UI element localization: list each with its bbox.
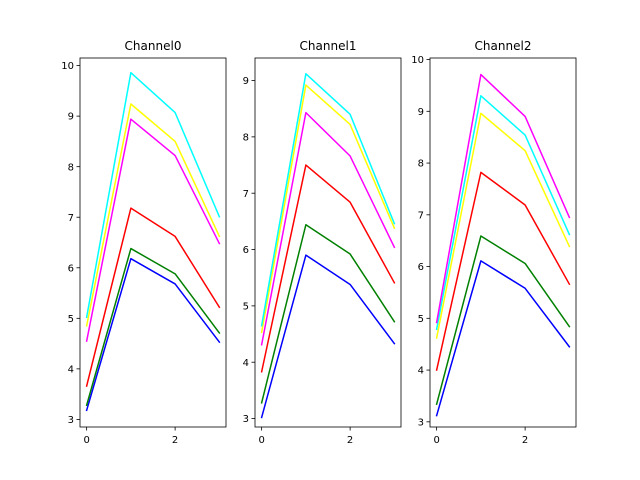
series-line-1-5 [260,73,396,327]
series-line-0-0 [85,257,221,412]
series-line-0-3 [85,118,221,342]
series-line-1-4 [260,84,396,334]
y-tick-label: 4 [418,366,424,377]
axes-frame [429,57,577,428]
y-tick-label: 10 [61,61,74,72]
y-tick-label: 9 [243,76,249,87]
y-tick-label: 4 [243,358,249,369]
y-tick-label: 5 [243,301,249,312]
x-tick-label: 2 [522,435,528,446]
y-tick-label: 9 [68,112,74,123]
x-tick-label: 0 [83,435,89,446]
y-tick-label: 6 [418,262,424,273]
y-tick-label: 7 [418,210,424,221]
y-tick-label: 3 [418,417,424,428]
y-tick-label: 9 [418,107,424,118]
series-line-1-2 [260,164,396,373]
series-line-2-4 [435,95,571,331]
x-tick-label: 2 [347,435,353,446]
series-line-0-1 [85,247,221,407]
series-line-2-0 [435,260,571,417]
y-tick-label: 7 [243,189,249,200]
series-line-2-5 [435,73,571,324]
series-line-2-1 [435,235,571,406]
y-tick-label: 10 [411,55,424,66]
chart-title: Channel1 [300,39,357,53]
y-tick-label: 6 [68,263,74,274]
y-tick-label: 8 [68,162,74,173]
chart-panel-1: 3 4 5 6 7 8 9 0 2 Channel1 [243,39,402,446]
series-line-1-0 [260,254,396,419]
y-tick-label: 4 [68,364,74,375]
chart-panel-2: 3 4 5 6 7 8 9 10 0 2 Channel2 [411,39,577,446]
series-line-0-5 [85,71,221,319]
axes-frame [79,57,227,428]
series-line-2-2 [435,171,571,371]
chart-panel-0: 3 4 5 6 7 8 9 10 0 2 Channel0 [61,39,227,446]
y-tick-label: 5 [418,314,424,325]
chart-title: Channel2 [475,39,532,53]
y-tick-label: 3 [68,415,74,426]
series-line-0-2 [85,207,221,387]
x-tick-label: 0 [433,435,439,446]
series-line-0-4 [85,103,221,327]
y-tick-label: 7 [68,213,74,224]
x-tick-label: 0 [258,435,264,446]
series-line-1-3 [260,111,396,346]
x-tick-label: 2 [172,435,178,446]
series-line-2-3 [435,112,571,339]
y-tick-label: 8 [418,159,424,170]
chart-title: Channel0 [125,39,182,53]
axes-frame [254,57,402,428]
y-tick-label: 3 [243,414,249,425]
y-tick-label: 5 [68,314,74,325]
y-tick-label: 6 [243,245,249,256]
y-tick-label: 8 [243,132,249,143]
series-line-1-1 [260,224,396,404]
